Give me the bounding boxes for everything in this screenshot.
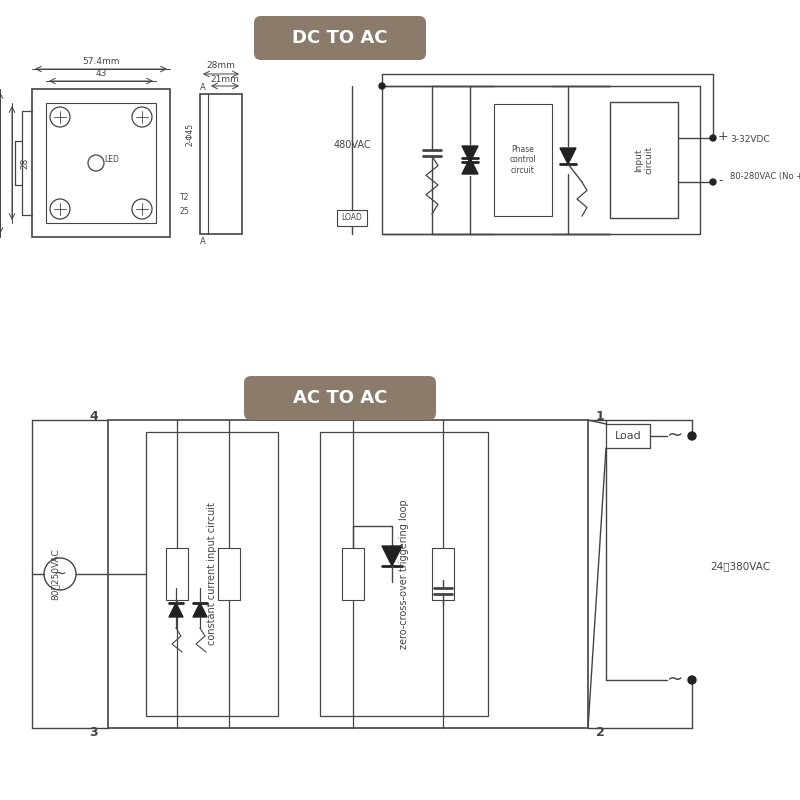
Text: 24～380VAC: 24～380VAC bbox=[710, 561, 770, 571]
Polygon shape bbox=[382, 546, 402, 566]
Text: 28mm: 28mm bbox=[206, 62, 235, 70]
Polygon shape bbox=[560, 148, 576, 164]
Text: Phase
control
circuit: Phase control circuit bbox=[510, 145, 536, 175]
Text: 43: 43 bbox=[95, 70, 106, 78]
Circle shape bbox=[379, 83, 385, 89]
Text: 1: 1 bbox=[596, 410, 604, 422]
FancyBboxPatch shape bbox=[244, 376, 436, 420]
Text: A: A bbox=[200, 237, 206, 246]
Text: 2-Φ45: 2-Φ45 bbox=[186, 122, 194, 146]
Text: A: A bbox=[200, 82, 206, 91]
Bar bbox=[32, 89, 170, 237]
Bar bbox=[200, 94, 242, 234]
Bar bbox=[382, 86, 700, 234]
Bar bbox=[320, 432, 488, 716]
Text: Load: Load bbox=[614, 431, 642, 441]
Circle shape bbox=[710, 135, 716, 141]
Bar bbox=[432, 548, 454, 600]
Text: 28: 28 bbox=[21, 158, 30, 169]
Text: T2: T2 bbox=[180, 193, 190, 202]
Bar bbox=[342, 548, 364, 600]
Bar bbox=[337, 210, 367, 226]
Text: 57.4mm: 57.4mm bbox=[82, 57, 120, 66]
Text: 80-280VAC (No +/-): 80-280VAC (No +/-) bbox=[730, 173, 800, 182]
Text: 25: 25 bbox=[180, 207, 190, 217]
Text: -: - bbox=[718, 174, 722, 187]
Text: ~: ~ bbox=[54, 566, 66, 581]
Polygon shape bbox=[193, 603, 207, 617]
Circle shape bbox=[688, 432, 696, 440]
Text: 2: 2 bbox=[596, 726, 604, 738]
Text: 4: 4 bbox=[90, 410, 98, 422]
Text: DC TO AC: DC TO AC bbox=[292, 29, 388, 47]
Text: 3: 3 bbox=[90, 726, 98, 738]
Text: Input
circuit: Input circuit bbox=[634, 146, 654, 174]
Polygon shape bbox=[462, 158, 478, 174]
Text: +: + bbox=[718, 130, 729, 143]
Bar bbox=[166, 548, 188, 600]
Circle shape bbox=[688, 676, 696, 684]
Text: 480VAC: 480VAC bbox=[333, 140, 371, 150]
Polygon shape bbox=[169, 603, 183, 617]
Text: ~: ~ bbox=[667, 670, 683, 689]
Text: 21mm: 21mm bbox=[210, 74, 239, 83]
Text: ~: ~ bbox=[667, 426, 683, 445]
Text: LED: LED bbox=[105, 154, 119, 163]
Circle shape bbox=[710, 179, 716, 185]
Bar bbox=[494, 104, 552, 216]
Text: 80～250VAC: 80～250VAC bbox=[50, 548, 59, 600]
Text: zero-cross-over triggering loop: zero-cross-over triggering loop bbox=[399, 499, 409, 649]
Bar bbox=[146, 432, 278, 716]
Bar bbox=[606, 424, 650, 448]
Bar bbox=[218, 548, 240, 600]
Text: LOAD: LOAD bbox=[342, 214, 362, 222]
Text: 3-32VDC: 3-32VDC bbox=[730, 135, 770, 145]
FancyBboxPatch shape bbox=[254, 16, 426, 60]
Text: constant current input circuit: constant current input circuit bbox=[207, 502, 217, 646]
Bar bbox=[108, 420, 588, 728]
Polygon shape bbox=[462, 146, 478, 162]
Text: AC TO AC: AC TO AC bbox=[293, 389, 387, 407]
Bar bbox=[610, 102, 678, 218]
Bar bbox=[46, 103, 156, 223]
